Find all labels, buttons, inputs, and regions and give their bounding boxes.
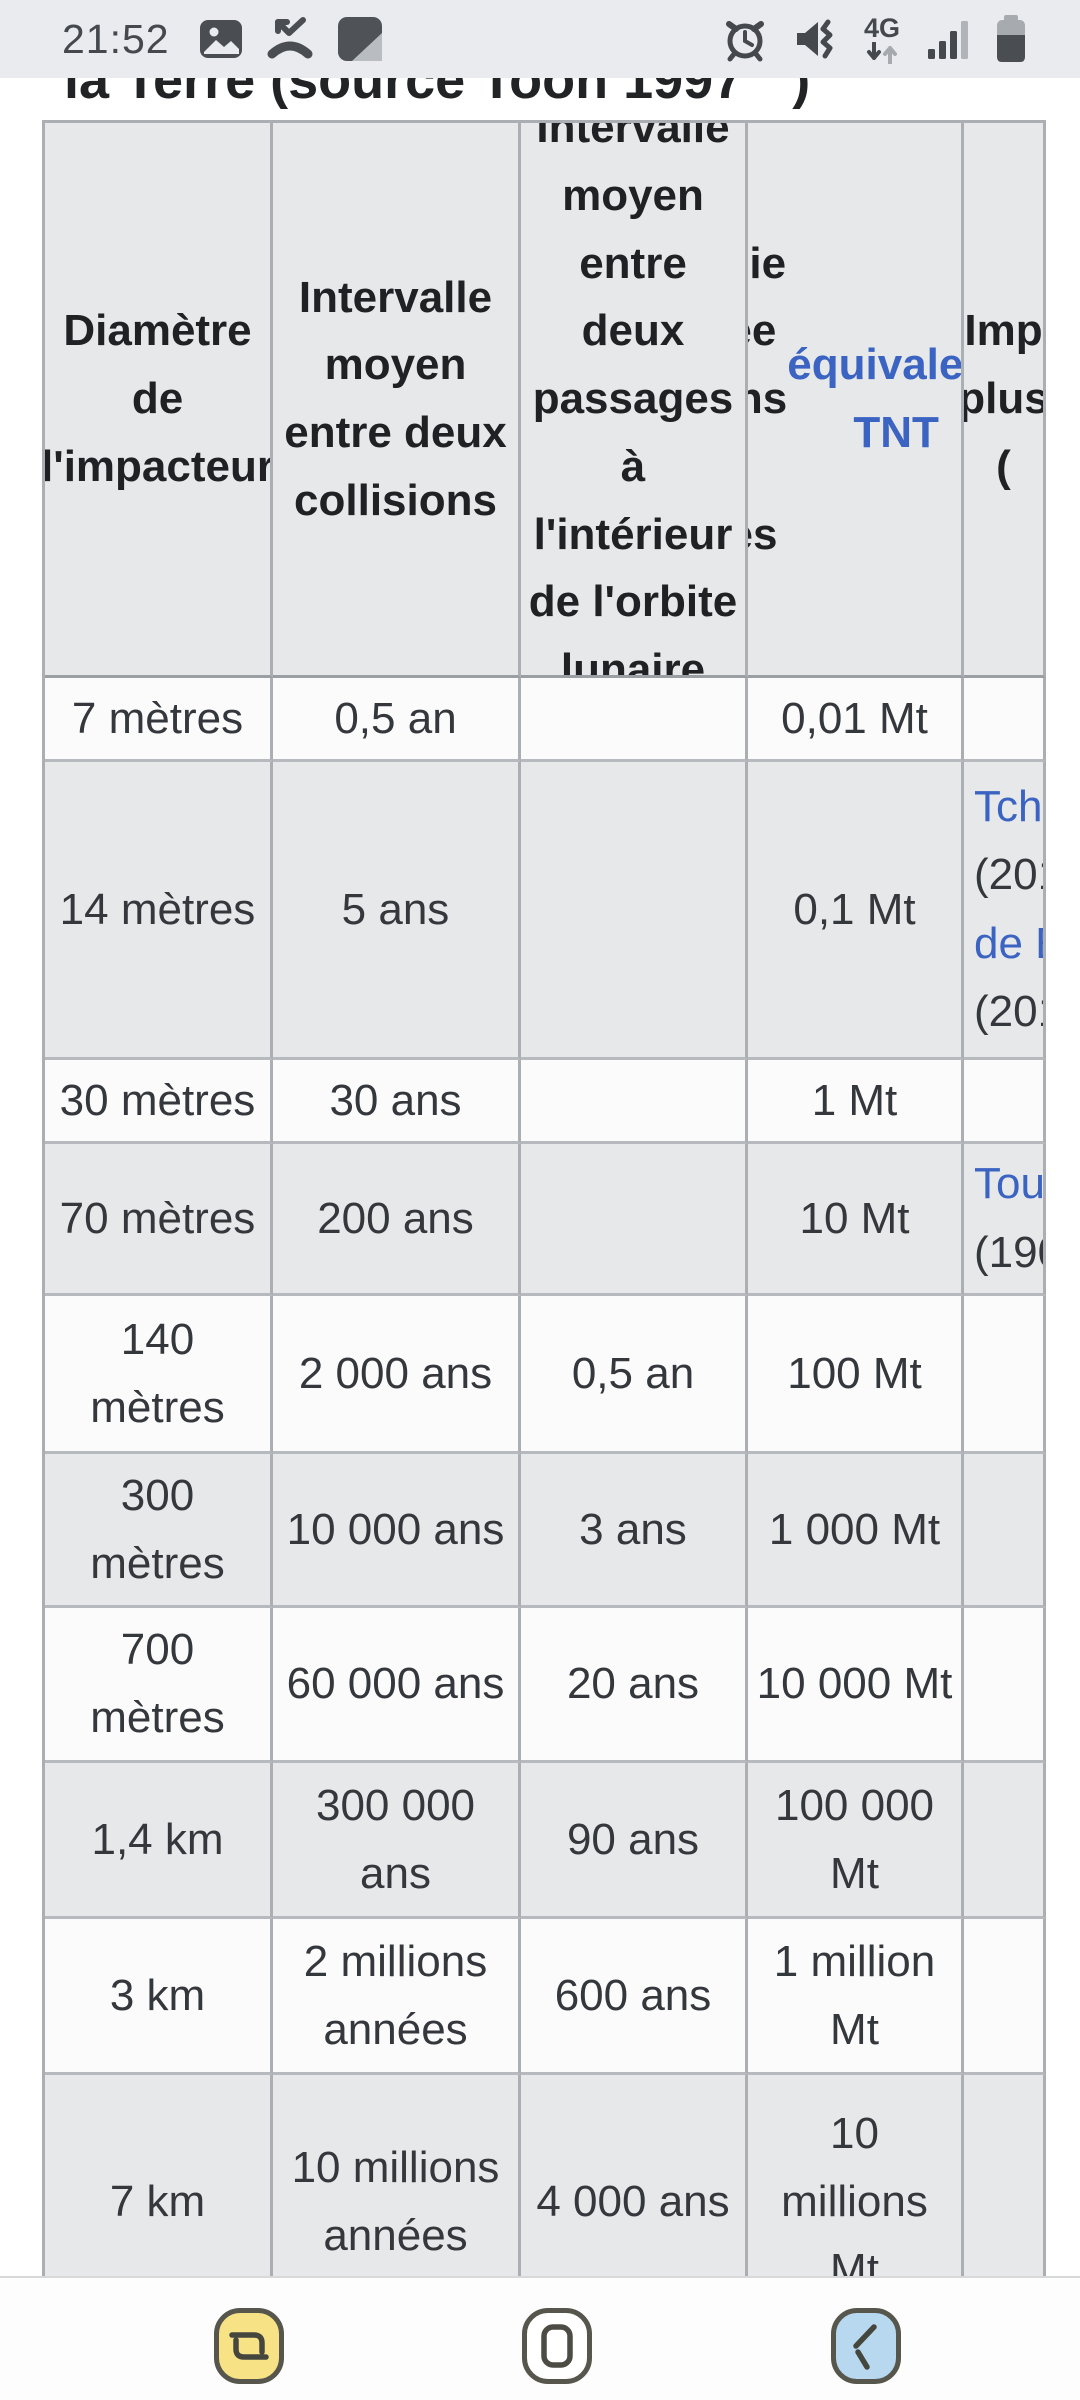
example-link[interactable]: Tch bbox=[974, 782, 1043, 832]
system-icons: 4G bbox=[722, 14, 1026, 64]
network-4g-icon: 4G bbox=[862, 14, 902, 64]
table-cell: 1,4 km bbox=[45, 1763, 273, 1919]
table-cell: 20 ans bbox=[521, 1608, 748, 1763]
table-cell: 30 mètres bbox=[45, 1060, 273, 1144]
table-cell: 100 Mt bbox=[748, 1296, 964, 1454]
clock-time: 21:52 bbox=[62, 15, 170, 62]
table-cell bbox=[521, 1060, 748, 1144]
header-energy-text: Énergie libérée Millions de tonnes bbox=[748, 238, 788, 559]
vibrate-mute-icon bbox=[797, 19, 833, 59]
example-text: (201 bbox=[974, 850, 1043, 900]
table-cell: 300 mètres bbox=[45, 1454, 273, 1608]
table-cell bbox=[964, 1608, 1046, 1763]
table-cell: 10 000 ans bbox=[273, 1454, 521, 1608]
table-cell bbox=[964, 2075, 1046, 2279]
table-cell bbox=[964, 678, 1046, 762]
table-cell: 5 ans bbox=[273, 762, 521, 1060]
table-cell bbox=[964, 1296, 1046, 1454]
table-cell: 1 Mt bbox=[748, 1060, 964, 1144]
table-cell bbox=[521, 678, 748, 762]
table-cell: 0,5 an bbox=[273, 678, 521, 762]
table-cell: 100 000 Mt bbox=[748, 1763, 964, 1919]
home-icon bbox=[541, 2324, 573, 2368]
header-collision-interval: Intervalle moyen entre deux collisions bbox=[273, 123, 521, 678]
table-cell bbox=[964, 1919, 1046, 2075]
header-lunar-interval: Intervalle moyen entre deux passages à l… bbox=[521, 123, 748, 678]
missed-call-icon bbox=[267, 17, 313, 59]
example-link[interactable]: de B bbox=[974, 918, 1043, 968]
header-energy: Énergie libérée Millions de tonnes équiv… bbox=[748, 123, 964, 678]
table-cell: 10 000 Mt bbox=[748, 1608, 964, 1763]
table-cell: 140 mètres bbox=[45, 1296, 273, 1454]
table-cell: 14 mètres bbox=[45, 762, 273, 1060]
table-cell: 700 mètres bbox=[45, 1608, 273, 1763]
example-link[interactable]: Tou bbox=[974, 1159, 1045, 1209]
table-cell: 3 ans bbox=[521, 1454, 748, 1608]
gallery-icon bbox=[199, 20, 242, 58]
table-cell: 30 ans bbox=[273, 1060, 521, 1144]
alarm-icon bbox=[726, 21, 764, 62]
table-cell: 600 ans bbox=[521, 1919, 748, 2075]
back-icon bbox=[853, 2324, 877, 2370]
table-cell: 200 ans bbox=[273, 1144, 521, 1296]
table-cell: 3 km bbox=[45, 1919, 273, 2075]
table-cell bbox=[964, 1060, 1046, 1144]
table-cell: 1 000 Mt bbox=[748, 1454, 964, 1608]
table-cell: 60 000 ans bbox=[273, 1608, 521, 1763]
table-cell: 1 million Mt bbox=[748, 1919, 964, 2075]
header-diameter: Diamètre de l'impacteur bbox=[45, 123, 273, 678]
table-cell bbox=[964, 1763, 1046, 1919]
notification-icons bbox=[198, 15, 384, 63]
table-cell: 7 km bbox=[45, 2075, 273, 2279]
recents-button[interactable] bbox=[214, 2308, 284, 2384]
table-cell: 2 millions années bbox=[273, 1919, 521, 2075]
table-cell: 2 000 ans bbox=[273, 1296, 521, 1454]
impact-risk-table: Diamètre de l'impacteur Intervalle moyen… bbox=[42, 120, 1046, 2279]
table-cell: 70 mètres bbox=[45, 1144, 273, 1296]
table-cell: 0,1 Mt bbox=[748, 762, 964, 1060]
table-cell: 0,01 Mt bbox=[748, 678, 964, 762]
screenshot-icon bbox=[337, 17, 382, 61]
recents-icon bbox=[229, 2332, 269, 2360]
table-cell bbox=[521, 762, 748, 1060]
example-text: (201 bbox=[974, 986, 1043, 1036]
table-cell: 7 mètres bbox=[45, 678, 273, 762]
table-cell: 0,5 an bbox=[521, 1296, 748, 1454]
table-cell: 90 ans bbox=[521, 1763, 748, 1919]
table-cell: 10 Mt bbox=[748, 1144, 964, 1296]
signal-icon bbox=[928, 21, 968, 59]
equivalent-tnt-link[interactable]: équivalent TNT bbox=[787, 340, 964, 457]
table-cell bbox=[521, 1144, 748, 1296]
status-bar: 21:52 4G bbox=[0, 0, 1080, 78]
table-cell: 4 000 ans bbox=[521, 2075, 748, 2279]
examples-cell: Tou (190 bbox=[964, 1144, 1046, 1296]
table-cell: 300 000 ans bbox=[273, 1763, 521, 1919]
examples-cell: Tch (201 de B (201 bbox=[964, 762, 1046, 1060]
table-cell: 10 millions années bbox=[273, 2075, 521, 2279]
home-button[interactable] bbox=[522, 2308, 592, 2384]
table-cell: 10 millions Mt bbox=[748, 2075, 964, 2279]
battery-icon bbox=[997, 15, 1025, 62]
navigation-bar bbox=[0, 2276, 1080, 2400]
table-cell bbox=[964, 1454, 1046, 1608]
header-impacts: Imp plus ( bbox=[964, 123, 1046, 678]
example-text: (190 bbox=[974, 1227, 1043, 1277]
back-button[interactable] bbox=[831, 2308, 901, 2384]
